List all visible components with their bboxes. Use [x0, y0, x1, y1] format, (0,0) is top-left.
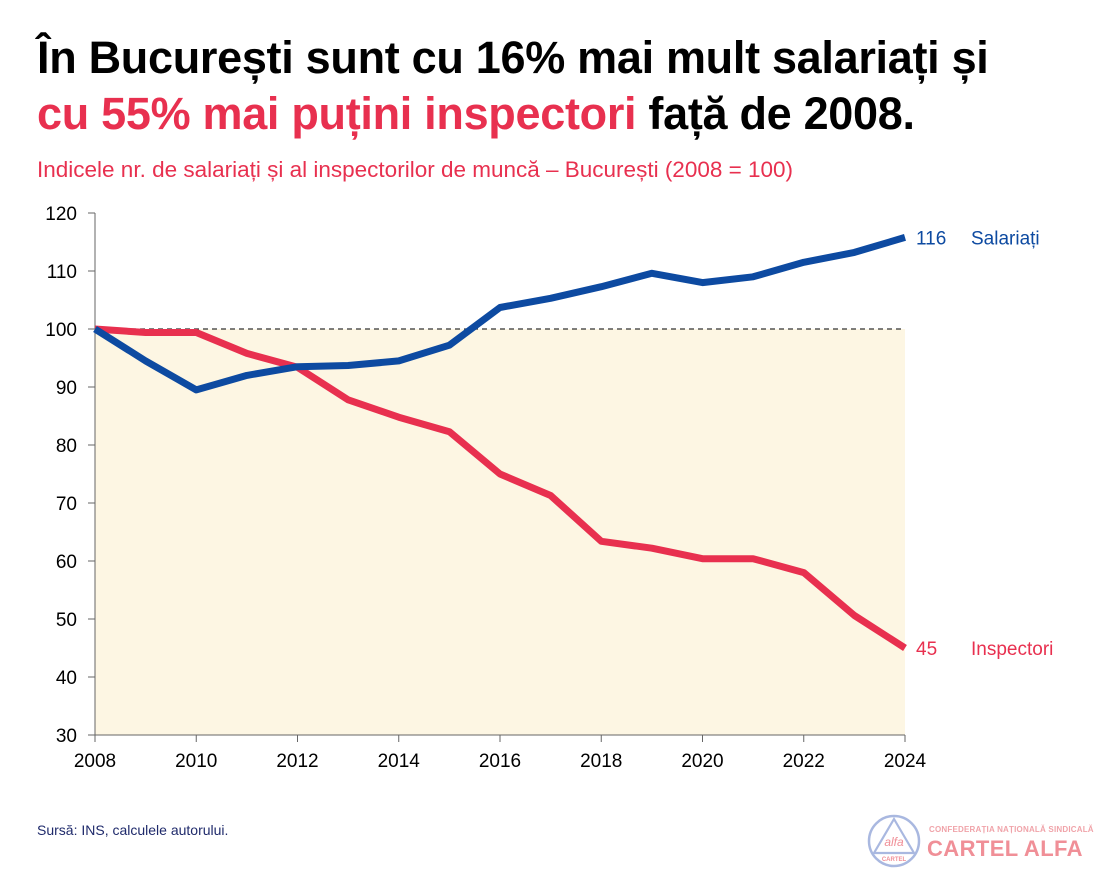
legend-label-inspectori: Inspectori	[971, 639, 1053, 660]
headline: În București sunt cu 16% mai mult salari…	[37, 30, 1077, 142]
y-tick-label: 30	[56, 726, 77, 747]
end-value-inspectori: 45	[916, 639, 937, 660]
y-tick-label: 100	[45, 320, 77, 341]
x-tick-label: 2008	[74, 751, 116, 772]
headline-part1: În București sunt cu 16% mai mult salari…	[37, 32, 989, 83]
x-tick-label: 2018	[580, 751, 622, 772]
x-tick-label: 2020	[681, 751, 723, 772]
source-note: Sursă: INS, calculele autorului.	[37, 822, 229, 838]
y-tick-label: 110	[47, 262, 77, 283]
y-tick-label: 40	[56, 668, 77, 689]
logo-mark-sub: CARTEL	[882, 857, 907, 863]
x-tick-label: 2014	[378, 751, 421, 772]
end-value-salariati: 116	[916, 228, 946, 249]
cartel-alfa-emblem-icon: alfa CARTEL	[867, 814, 921, 868]
y-tick-label: 120	[45, 204, 77, 225]
x-tick-label: 2016	[479, 751, 521, 772]
y-tick-label: 90	[56, 378, 77, 399]
y-tick-label: 70	[56, 494, 77, 515]
x-tick-label: 2010	[175, 751, 217, 772]
x-tick-label: 2022	[783, 751, 825, 772]
headline-highlight: cu 55% mai puțini inspectori	[37, 88, 637, 139]
y-tick-label: 50	[56, 610, 77, 631]
x-tick-label: 2012	[276, 751, 318, 772]
logo-line1: CONFEDERAȚIA NAȚIONALĂ SINDICALĂ	[929, 825, 1094, 834]
logo-mark-text: alfa	[884, 835, 904, 849]
logo-line2: CARTEL ALFA	[927, 836, 1083, 861]
y-tick-label: 60	[56, 552, 77, 573]
legend-label-salariati: Salariați	[971, 228, 1040, 249]
cartel-alfa-logo: alfa CARTEL CONFEDERAȚIA NAȚIONALĂ SINDI…	[866, 813, 1094, 869]
chart-title: Indicele nr. de salariați și al inspecto…	[37, 157, 794, 182]
y-tick-label: 80	[56, 436, 77, 457]
shaded-region-below-100	[95, 329, 905, 735]
headline-part3: față de 2008.	[636, 88, 915, 139]
x-tick-label: 2024	[884, 751, 927, 772]
